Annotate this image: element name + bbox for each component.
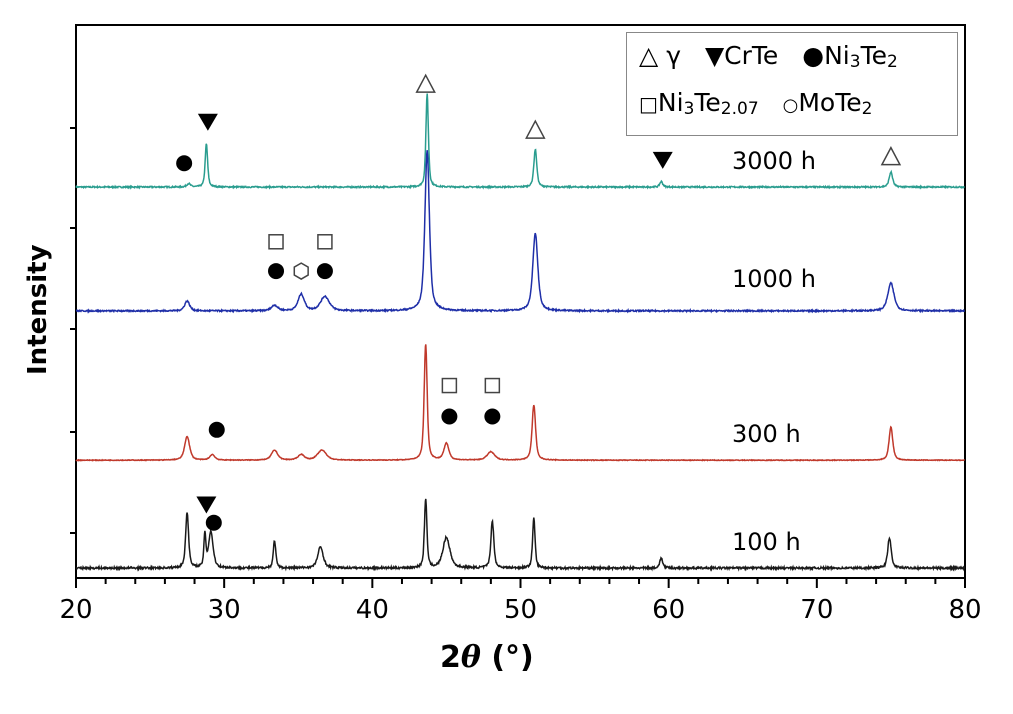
x-axis-label: 2θ (°) <box>440 640 534 675</box>
legend-sub: 3 <box>683 99 695 119</box>
series-label-1000h: 1000 h <box>732 265 816 293</box>
x-tick-label: 70 <box>800 595 833 625</box>
series-label-3000h: 3000 h <box>732 147 816 175</box>
legend-label: Te <box>860 41 887 70</box>
y-axis-label: Intensity <box>23 244 53 375</box>
marker-ni3te2 <box>484 408 501 425</box>
marker-ni3te207 <box>484 377 501 394</box>
marker-mote2 <box>293 262 309 280</box>
marker-ni3te2 <box>268 263 285 280</box>
series-line-3000h <box>75 93 965 190</box>
legend-label: Ni <box>824 41 850 70</box>
legend: △ γ ▼CrTe ●Ni3Te2 □Ni3Te2.07 ○MoTe2 <box>626 32 958 136</box>
marker-gamma <box>880 146 902 166</box>
series-line-1000h <box>75 150 966 314</box>
legend-sub: 2 <box>886 52 898 72</box>
marker-ni3te2 <box>176 155 193 172</box>
legend-label: γ <box>666 41 681 70</box>
x-axis-label-prefix: 2 <box>440 640 461 675</box>
legend-crte: ▼CrTe <box>704 41 779 70</box>
series-line-300h <box>75 344 966 462</box>
legend-ni3te2: ●Ni3Te2 <box>802 41 898 72</box>
marker-crte <box>197 113 218 131</box>
legend-label: MoTe <box>798 88 862 117</box>
series-line-100h <box>75 498 966 572</box>
x-tick-label: 80 <box>948 595 981 625</box>
marker-ni3te207 <box>317 234 333 250</box>
series-label-300h: 300 h <box>732 420 801 448</box>
marker-ni3te207 <box>441 377 458 394</box>
legend-sub: 2 <box>861 99 873 119</box>
marker-gamma <box>525 119 546 139</box>
legend-gamma: △ γ <box>639 41 681 70</box>
legend-label: Te <box>694 88 721 117</box>
series-label-100h: 100 h <box>732 528 801 556</box>
legend-ni3te207: □Ni3Te2.07 <box>639 88 759 119</box>
legend-sub: 3 <box>849 52 861 72</box>
marker-crte <box>196 496 217 514</box>
marker-ni3te2 <box>208 421 225 438</box>
x-axis-label-symbol: θ <box>460 640 481 675</box>
legend-mote2: ○MoTe2 <box>782 88 873 119</box>
marker-ni3te2 <box>441 408 458 425</box>
marker-gamma <box>415 73 436 93</box>
legend-label: CrTe <box>724 41 779 70</box>
legend-row-2: □Ni3Te2.07 ○MoTe2 <box>639 88 872 119</box>
legend-label: Ni <box>657 88 684 117</box>
x-tick-label: 60 <box>652 595 685 625</box>
x-tick-label: 30 <box>208 595 241 625</box>
x-tick-label: 50 <box>504 595 537 625</box>
legend-sub: 2.07 <box>720 99 759 119</box>
legend-row-1: △ γ ▼CrTe ●Ni3Te2 <box>639 41 898 72</box>
marker-crte <box>652 151 673 169</box>
x-tick-label: 20 <box>59 595 92 625</box>
x-tick-label: 40 <box>356 595 389 625</box>
marker-ni3te207 <box>268 234 284 250</box>
marker-ni3te2 <box>205 514 222 531</box>
x-axis-label-unit: (°) <box>480 640 534 675</box>
marker-ni3te2 <box>316 263 333 280</box>
